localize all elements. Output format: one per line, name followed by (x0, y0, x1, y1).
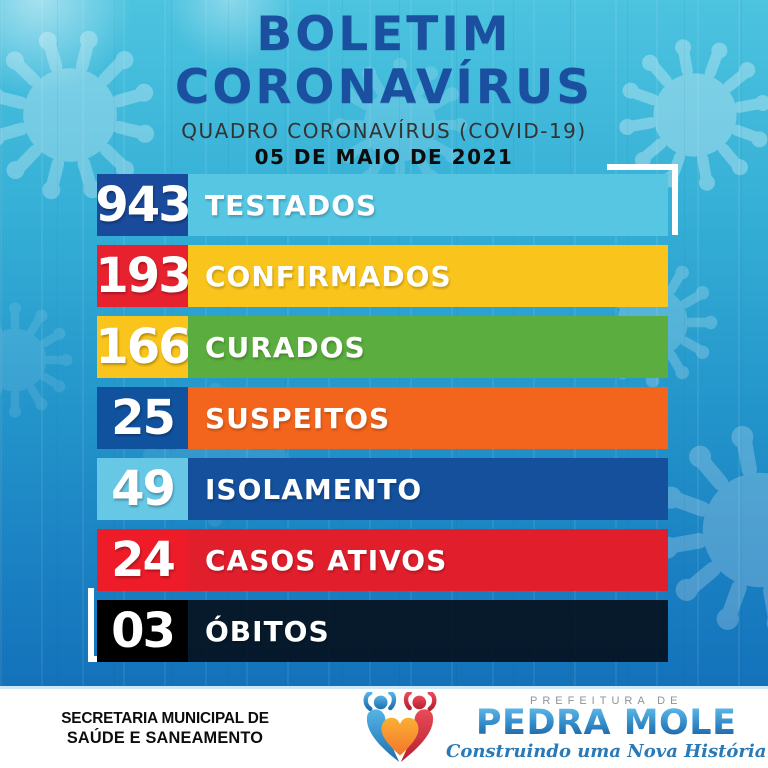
stat-label: SUSPEITOS (188, 387, 668, 449)
stat-label: CURADOS (188, 316, 668, 378)
stat-row-isolamento: 49 ISOLAMENTO (97, 458, 668, 520)
stat-row-confirmados: 193 CONFIRMADOS (95, 245, 668, 307)
virus-silhouette-icon (0, 300, 75, 420)
header: BOLETIM CORONAVÍRUS QUADRO CORONAVÍRUS (… (0, 8, 768, 169)
logo-text: PREFEITURA DE PEDRA MOLE Construindo uma… (446, 695, 766, 762)
stat-row-testados: 943 TESTADOS (95, 174, 668, 236)
corner-bracket-top-right (607, 164, 678, 235)
stat-value: 166 (95, 316, 192, 378)
stat-row-suspeitos: 25 SUSPEITOS (97, 387, 668, 449)
logo-pedra-mole: PEDRA MOLE (475, 702, 737, 743)
prefeitura-logo: PREFEITURA DE PEDRA MOLE Construindo uma… (358, 691, 766, 766)
secretaria-line2: SAÚDE E SANEAMENTO (66, 727, 264, 747)
stat-value: 24 (97, 529, 188, 591)
stat-value: 193 (95, 245, 192, 307)
report-date: 05 DE MAIO DE 2021 (254, 145, 514, 170)
secretaria-text: SECRETARIA MUNICIPAL DE SAÚDE E SANEAMEN… (7, 710, 324, 748)
stat-value: 25 (97, 387, 188, 449)
people-heart-logo-icon (363, 691, 437, 762)
stat-label: ÓBITOS (188, 600, 668, 662)
stat-value: 49 (97, 458, 188, 520)
stat-row-obitos: 03 ÓBITOS (97, 600, 668, 662)
page-title-line1: BOLETIM (256, 7, 512, 62)
secretaria-line1: SECRETARIA MUNICIPAL DE (61, 709, 269, 727)
stat-label: TESTADOS (188, 174, 668, 236)
footer: SECRETARIA MUNICIPAL DE SAÚDE E SANEAMEN… (0, 686, 768, 768)
stat-label: CASOS ATIVOS (188, 529, 668, 591)
stat-label: CONFIRMADOS (188, 245, 668, 307)
stat-row-curados: 166 CURADOS (95, 316, 668, 378)
stat-value: 943 (95, 174, 192, 236)
page-title-line2: CORONAVÍRUS (174, 60, 594, 116)
stat-value: 03 (97, 600, 188, 662)
stat-row-casos-ativos: 24 CASOS ATIVOS (97, 529, 668, 591)
stats-list: 943 TESTADOS 193 CONFIRMADOS 166 CURADOS… (95, 174, 668, 662)
logo-prefeitura-de: PREFEITURA DE (530, 694, 683, 707)
stat-label: ISOLAMENTO (188, 458, 668, 520)
logo-slogan: Construindo uma Nova História (446, 741, 767, 763)
subtitle: QUADRO CORONAVÍRUS (COVID-19) (181, 119, 587, 144)
